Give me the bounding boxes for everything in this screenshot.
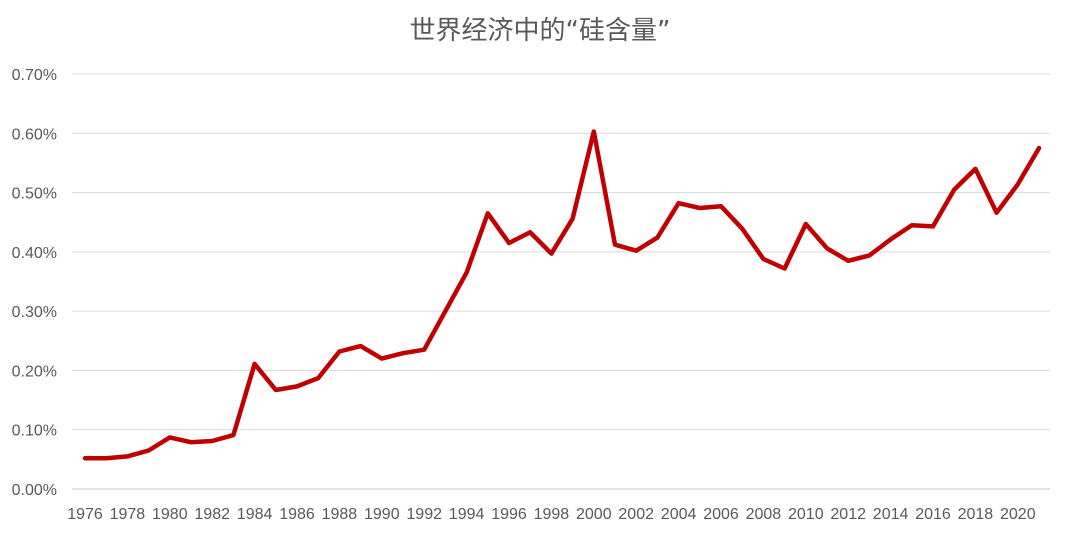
x-tick-label: 2016 bbox=[915, 506, 951, 523]
chart-title: 世界经济中的“硅含量” bbox=[409, 16, 671, 46]
x-tick-label: 1992 bbox=[406, 506, 442, 523]
x-tick-label: 1988 bbox=[322, 506, 358, 523]
x-tick-label: 1978 bbox=[110, 506, 146, 523]
y-tick-label: 0.40% bbox=[12, 245, 57, 262]
x-tick-label: 2012 bbox=[830, 506, 866, 523]
x-tick-label: 1984 bbox=[237, 506, 273, 523]
y-tick-label: 0.30% bbox=[12, 304, 57, 321]
x-tick-label: 1980 bbox=[152, 506, 188, 523]
x-tick-label: 2014 bbox=[873, 506, 909, 523]
x-tick-label: 2000 bbox=[576, 506, 612, 523]
y-tick-label: 0.50% bbox=[12, 186, 57, 203]
x-tick-label: 2006 bbox=[703, 506, 739, 523]
x-tick-label: 2002 bbox=[618, 506, 654, 523]
x-tick-label: 2004 bbox=[661, 506, 697, 523]
y-tick-label: 0.00% bbox=[12, 482, 57, 499]
y-tick-label: 0.10% bbox=[12, 423, 57, 440]
x-tick-label: 1982 bbox=[194, 506, 230, 523]
x-tick-label: 1994 bbox=[449, 506, 485, 523]
y-tick-label: 0.70% bbox=[12, 67, 57, 84]
x-tick-label: 2008 bbox=[746, 506, 782, 523]
x-tick-label: 1986 bbox=[279, 506, 315, 523]
x-tick-label: 2020 bbox=[1000, 506, 1036, 523]
x-tick-label: 1990 bbox=[364, 506, 400, 523]
x-tick-label: 1976 bbox=[67, 506, 103, 523]
x-tick-label: 2018 bbox=[958, 506, 994, 523]
x-tick-label: 1998 bbox=[534, 506, 570, 523]
series-line bbox=[82, 129, 1042, 461]
y-tick-label: 0.20% bbox=[12, 363, 57, 380]
x-tick-label: 2010 bbox=[788, 506, 824, 523]
y-tick-label: 0.60% bbox=[12, 126, 57, 143]
x-tick-label: 1996 bbox=[491, 506, 527, 523]
